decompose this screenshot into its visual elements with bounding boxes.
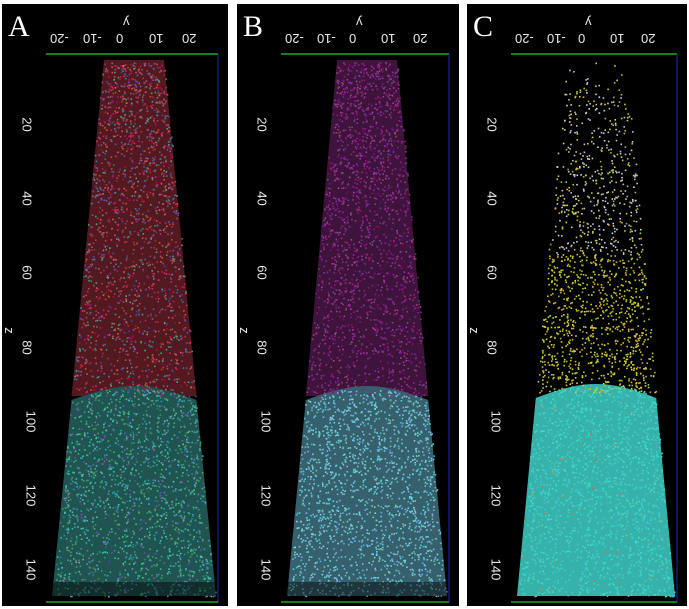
particle-cloud [517,62,676,598]
y-tick-label: 0 [349,31,357,46]
upper-phase [71,60,197,396]
y-axis-label: y [123,15,130,30]
panel-c-label: C [473,10,494,43]
z-tick-label: 80 [484,339,500,355]
y-tick-label: -10 [546,31,566,46]
y-tick-label: 0 [578,31,586,46]
panel-c: C -20 -10 0 10 20 y 20 40 60 80 100 120 140 z [467,4,687,606]
z-tick-label: 20 [484,117,500,132]
z-axis-label: z [2,327,17,334]
z-tick-label: 80 [19,339,35,355]
particle-cloud [287,60,448,598]
panel-b-label: B [243,10,264,43]
z-tick-label: 40 [484,191,500,206]
y-tick-label: 20 [641,31,656,46]
y-tick-label: 10 [609,31,624,46]
y-axis-label: y [356,15,363,30]
y-tick-label: 20 [182,31,197,46]
z-tick-label: 40 [19,191,35,206]
z-tick-label: 100 [258,410,274,433]
z-axis-label: z [237,327,252,334]
y-tick-label: -20 [285,31,304,46]
y-tick-label: 10 [149,31,164,46]
z-tick-label: 80 [254,339,270,355]
z-tick-label: 120 [23,484,39,507]
y-axis-label: y [585,15,592,30]
y-tick-label: 0 [116,31,124,46]
y-tick-label: -20 [515,31,534,46]
z-tick-label: 140 [488,558,504,581]
z-tick-label: 100 [488,410,504,433]
panel-a-render [46,53,219,603]
y-tick-label: 20 [413,31,428,46]
z-tick-label: 120 [488,484,504,507]
y-tick-label: -20 [50,31,69,46]
z-tick-label: 60 [19,265,35,281]
z-tick-label: 140 [258,558,274,581]
y-tick-label: 10 [381,31,396,46]
panel-c-render [511,53,678,603]
panel-a: A -20 -10 0 10 20 y 20 40 60 80 100 120 140 z [2,4,228,606]
y-tick-label: -10 [83,31,102,46]
z-tick-label: 20 [19,117,35,132]
panel-b-render [281,53,450,603]
particle-cloud [52,60,217,598]
z-tick-label: 20 [254,117,270,132]
y-tick-label: -10 [317,31,336,46]
z-tick-label: 60 [484,265,500,281]
z-tick-label: 100 [23,410,39,433]
z-tick-label: 40 [254,191,270,206]
z-axis-label: z [467,327,482,334]
panel-a-label: A [8,10,30,43]
z-tick-label: 140 [23,558,39,581]
z-tick-label: 120 [258,484,274,507]
z-tick-label: 60 [254,265,270,281]
panel-b: B -20 -10 0 10 20 y 20 40 60 80 100 120 140 z [237,4,459,606]
